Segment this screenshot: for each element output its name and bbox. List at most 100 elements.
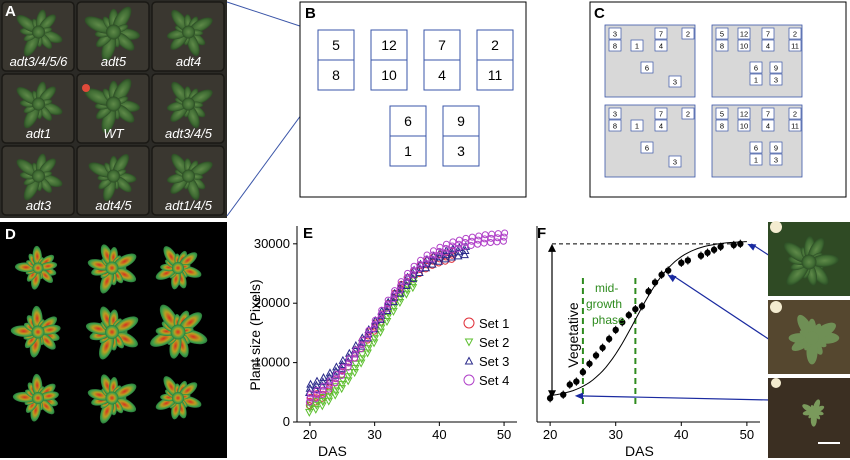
scatter-point: [487, 238, 495, 246]
tray-cell: [640, 61, 654, 74]
scatter-point: [338, 355, 348, 364]
scatter-point: [306, 379, 315, 388]
scatter-point: [312, 401, 321, 410]
mean-point: [586, 360, 593, 367]
plate-layouts: 3 8 1 7 4 2 6 3 5 8 12 10 7 4 2 11 6 1 9 3 3 8 1 7 4 2 6 3 5 8 12 10 7 4 2…: [604, 24, 803, 178]
scatter-point: [390, 291, 398, 299]
tray-cell: [654, 27, 668, 40]
tray-cell: [715, 107, 729, 120]
rosette-center: [105, 325, 119, 339]
rosette-center: [106, 96, 121, 112]
panel-e-letter: E: [303, 225, 313, 242]
panel-c-letter: C: [594, 5, 605, 22]
scatter-point: [338, 376, 348, 385]
tray-cell: [630, 119, 644, 132]
scatter-point: [376, 310, 386, 319]
tray-cell: [788, 107, 802, 120]
mean-point: [710, 246, 718, 253]
mean-point: [599, 344, 606, 351]
scatter-point: [455, 240, 463, 248]
rosette-photo: [166, 9, 213, 57]
tray-cell-number: 3: [613, 30, 617, 39]
scatter-point: [382, 305, 392, 314]
tray-cell-number: 4: [766, 122, 770, 131]
scatter-point: [500, 233, 508, 241]
scatter-point: [305, 398, 313, 406]
pot-number: 3: [457, 143, 465, 159]
tray-cell: [668, 75, 682, 88]
photo-connector-arrowhead: [667, 274, 677, 283]
e-x-tick-label: 40: [432, 427, 446, 442]
tray-cell-number: 8: [613, 122, 617, 131]
rosette-leaf: [99, 333, 115, 360]
tray-cell-number: 2: [686, 30, 690, 39]
photo-connector-line: [671, 274, 771, 341]
tray-cell-number: 1: [635, 122, 639, 131]
mean-point: [573, 378, 580, 385]
tray-cell: [749, 153, 763, 166]
mean-point: [704, 249, 711, 256]
tray-cell-number: 3: [613, 110, 617, 119]
scatter-point: [434, 256, 444, 265]
pot-number: 5: [332, 37, 340, 53]
rosette-photo: [84, 78, 140, 134]
e-x-tick-label: 50: [497, 427, 511, 442]
scatter-point: [428, 255, 436, 263]
pot-grid: [1, 1, 225, 216]
scatter-point: [415, 265, 423, 273]
tray-cell-number: 3: [673, 158, 677, 167]
tray-cell-number: 5: [720, 30, 724, 39]
scatter-point: [454, 244, 462, 252]
tray-cell-number: 10: [740, 122, 748, 131]
scatter-point: [384, 300, 392, 308]
scatter-point: [460, 245, 470, 254]
mean-point: [612, 326, 619, 334]
rosette-photo: [88, 154, 137, 202]
rosette-center: [105, 261, 119, 275]
scatter-point: [408, 273, 418, 282]
genotype-label: adt1/4/5: [165, 198, 213, 213]
tray-cell-number: 8: [613, 42, 617, 51]
rosette-leaf: [189, 161, 213, 178]
scatter-point: [481, 231, 489, 239]
scatter-point: [447, 252, 457, 261]
e-x-tick-label: 20: [303, 427, 317, 442]
panel-b-letter: B: [305, 5, 316, 22]
legend-marker: [464, 356, 474, 365]
scatter-point: [345, 359, 353, 367]
scatter-point: [325, 368, 335, 377]
pot-number: 6: [404, 113, 412, 129]
rosette-leaf: [23, 32, 40, 57]
vegetative-label: Vegetative: [565, 302, 581, 368]
tray-cell-number: 6: [645, 144, 649, 153]
tray-plate: 3 8 1 7 4 2 6 3: [604, 104, 696, 178]
rosette-center: [32, 169, 45, 183]
scatter-point: [453, 251, 463, 260]
scatter-point: [305, 408, 314, 417]
mean-point: [684, 257, 692, 264]
tray-cell-number: 5: [720, 110, 724, 119]
tray-cell: [788, 27, 802, 40]
scatter-point: [376, 328, 385, 337]
scatter-point: [318, 377, 328, 386]
scatter-point: [461, 238, 469, 246]
f-x-tick-label: 20: [543, 427, 557, 442]
tray-cell: [737, 119, 751, 132]
rosette-center: [182, 169, 195, 183]
pot-number: 12: [381, 37, 397, 53]
rosette-center: [32, 262, 44, 274]
rosette-leaf: [16, 14, 39, 33]
pot-pair: 2 11: [476, 29, 514, 91]
phase-label-line-3: phase: [592, 313, 625, 327]
tray-cell-number: 11: [791, 122, 799, 131]
false-color-rosette: [10, 305, 61, 358]
scatter-point: [383, 313, 392, 322]
rosette-leaf: [112, 266, 137, 283]
scatter-point: [370, 335, 379, 344]
scatter-point: [402, 286, 412, 295]
scatter-point: [481, 235, 489, 243]
genotype-label: adt3: [26, 198, 52, 213]
tray-cell: [749, 73, 763, 86]
mean-point: [638, 302, 646, 310]
